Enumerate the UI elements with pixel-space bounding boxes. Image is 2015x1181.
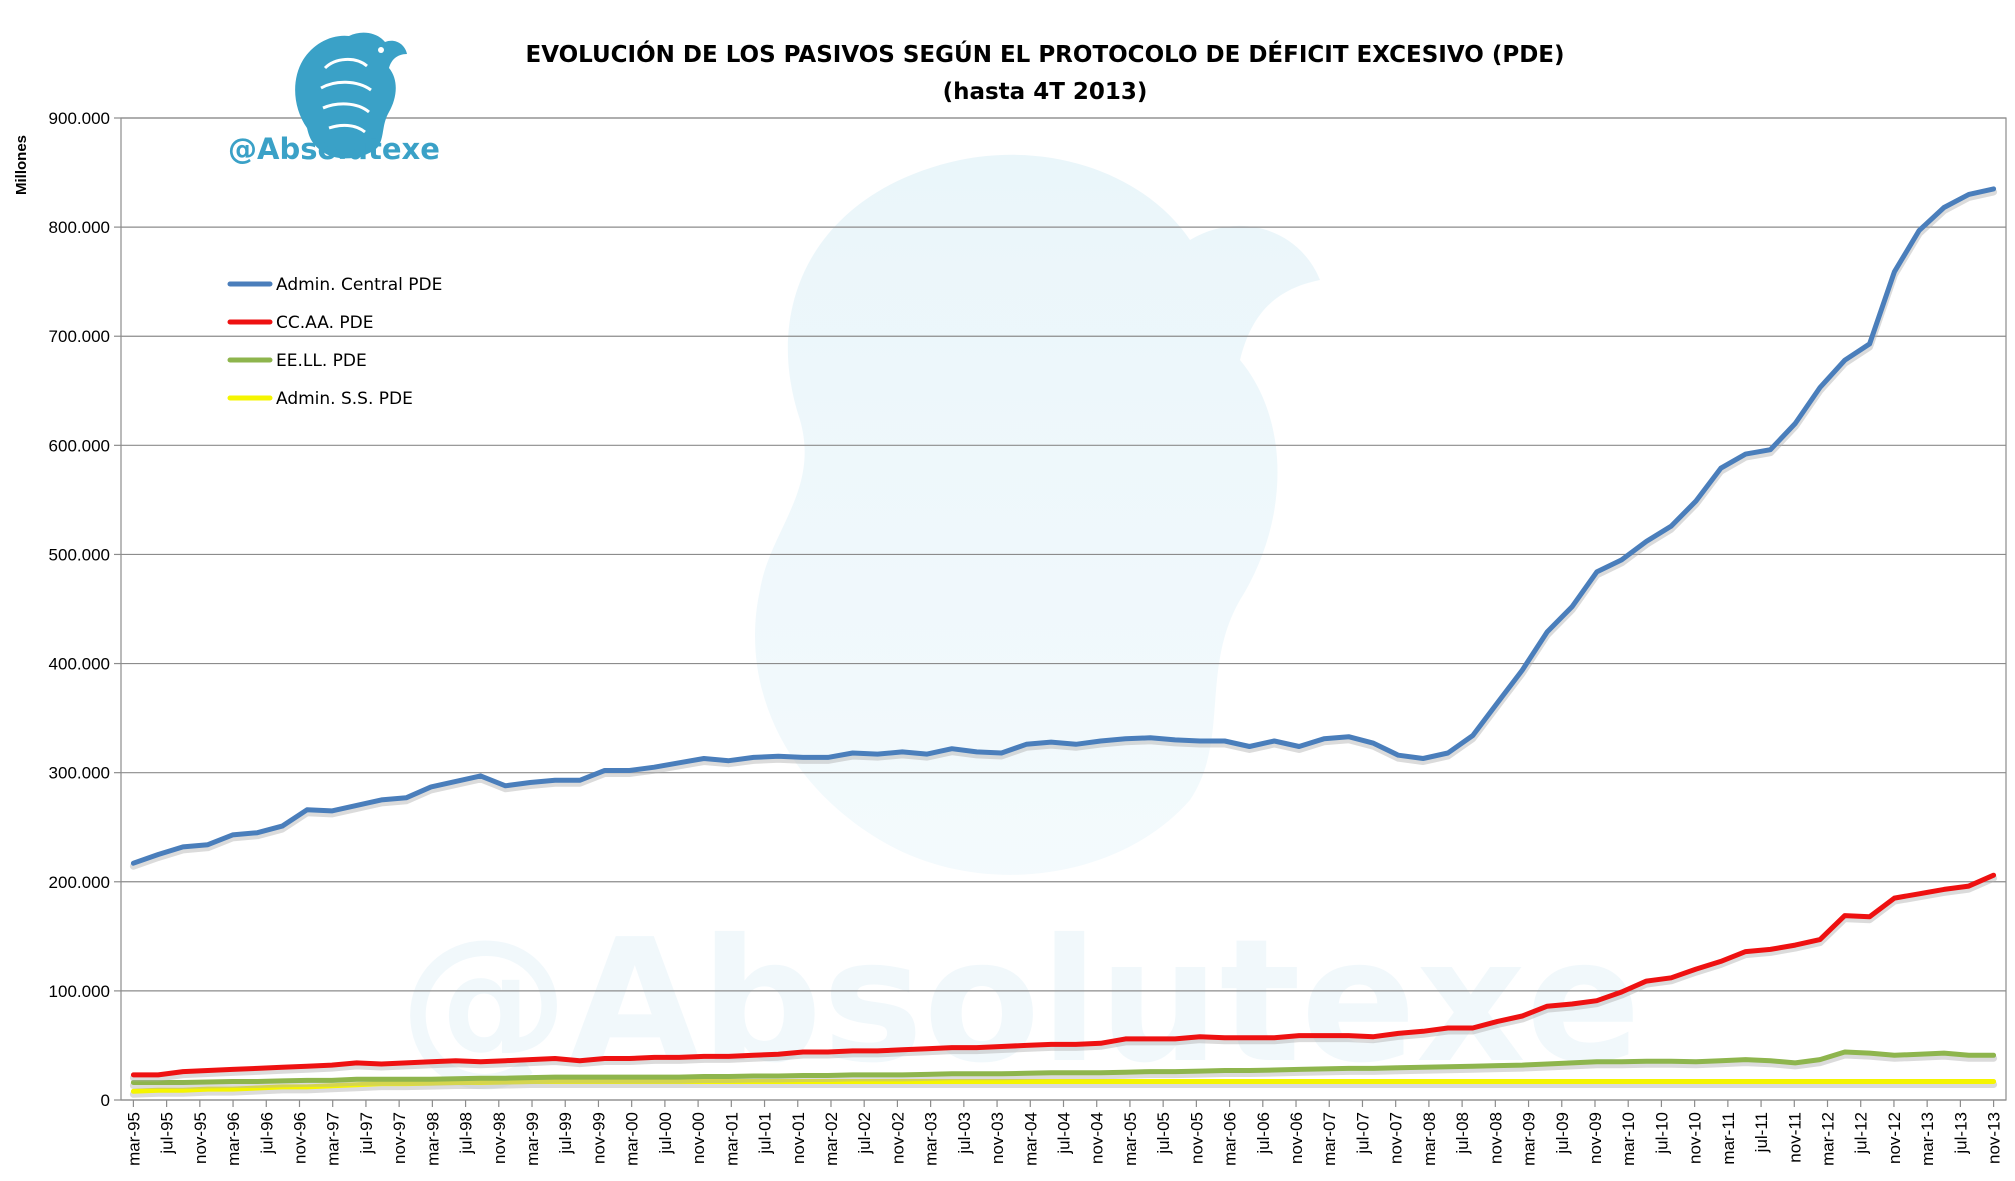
x-tick-label: nov-04 bbox=[1088, 1112, 1107, 1164]
series-line-0 bbox=[130, 186, 1997, 866]
x-tick-label: jul-04 bbox=[1055, 1112, 1074, 1155]
series-line-shadow bbox=[129, 1051, 1998, 1089]
x-tick-label: jul-95 bbox=[158, 1112, 177, 1155]
x-tick-label: nov-97 bbox=[390, 1112, 409, 1164]
watermark: @Absolutexe bbox=[399, 154, 1641, 1101]
x-tick-label: mar-09 bbox=[1520, 1112, 1539, 1166]
legend-label: Admin. Central PDE bbox=[276, 275, 442, 295]
x-tick-label: jul-01 bbox=[756, 1112, 775, 1155]
x-tick-label: nov-09 bbox=[1586, 1112, 1605, 1164]
x-tick-label: mar-97 bbox=[324, 1112, 343, 1166]
x-tick-label: jul-98 bbox=[457, 1112, 476, 1155]
x-tick-label: mar-10 bbox=[1619, 1112, 1638, 1166]
x-tick-label: mar-01 bbox=[722, 1112, 741, 1166]
y-tick-label: 500.000 bbox=[49, 545, 110, 564]
series-line-2 bbox=[130, 1049, 1997, 1085]
x-tick-label: nov-05 bbox=[1187, 1112, 1206, 1164]
x-tick-label: jul-96 bbox=[257, 1112, 276, 1155]
x-tick-label: jul-08 bbox=[1453, 1112, 1472, 1155]
x-tick-label: jul-06 bbox=[1254, 1112, 1273, 1155]
x-tick-label: mar-99 bbox=[523, 1112, 542, 1166]
x-tick-label: nov-06 bbox=[1287, 1112, 1306, 1164]
y-tick-label: 800.000 bbox=[49, 218, 110, 237]
series-line-shadow bbox=[129, 1081, 1998, 1098]
x-tick-label: jul-02 bbox=[855, 1112, 874, 1155]
series-line-1 bbox=[130, 872, 1997, 1078]
x-tick-label: jul-13 bbox=[1951, 1112, 1970, 1155]
x-tick-label: nov-01 bbox=[789, 1112, 808, 1164]
x-tick-label: jul-97 bbox=[357, 1112, 376, 1155]
x-tick-label: mar-00 bbox=[623, 1112, 642, 1166]
legend-label: EE.LL. PDE bbox=[276, 351, 367, 371]
x-tick-label: jul-05 bbox=[1154, 1112, 1173, 1155]
chart-subtitle: (hasta 4T 2013) bbox=[943, 79, 1148, 105]
y-tick-label: 300.000 bbox=[49, 764, 110, 783]
x-tick-label: mar-04 bbox=[1021, 1112, 1040, 1166]
x-tick-label: nov-96 bbox=[290, 1112, 309, 1164]
x-tick-label: nov-13 bbox=[1985, 1112, 2004, 1164]
x-tick-label: mar-11 bbox=[1719, 1112, 1738, 1165]
x-tick-label: nov-11 bbox=[1785, 1112, 1804, 1163]
x-tick-label: nov-12 bbox=[1885, 1112, 1904, 1164]
x-tick-label: jul-99 bbox=[556, 1112, 575, 1155]
y-tick-label: 100.000 bbox=[49, 982, 110, 1001]
chart-title: EVOLUCIÓN DE LOS PASIVOS SEGÚN EL PROTOC… bbox=[525, 40, 1564, 68]
x-tick-label: nov-98 bbox=[490, 1112, 509, 1164]
axes: 0 100.000 200.000 300.000 400.000 500.000 600.… bbox=[49, 109, 2007, 1166]
y-tick-label: 0 bbox=[101, 1091, 110, 1110]
x-tick-label: mar-96 bbox=[224, 1112, 243, 1166]
series-lines bbox=[129, 186, 1998, 1098]
x-tick-label: nov-99 bbox=[589, 1112, 608, 1164]
x-tick-label: nov-95 bbox=[191, 1112, 210, 1164]
x-tick-label: mar-06 bbox=[1221, 1112, 1240, 1166]
series-line-shadow bbox=[129, 874, 1998, 1082]
x-tick-label: mar-08 bbox=[1420, 1112, 1439, 1166]
x-tick-label: jul-12 bbox=[1852, 1112, 1871, 1155]
x-tick-label: mar-12 bbox=[1819, 1112, 1838, 1166]
x-tick-label: jul-00 bbox=[656, 1112, 675, 1155]
watermark-griffin-icon bbox=[755, 154, 1320, 875]
x-tick-label: mar-03 bbox=[922, 1112, 941, 1166]
x-tick-label: nov-10 bbox=[1686, 1112, 1705, 1164]
griffin-logo-icon bbox=[295, 32, 407, 159]
y-tick-label: 400.000 bbox=[49, 655, 110, 674]
brand-logo: @Absolutexe bbox=[228, 32, 440, 166]
y-axis-label: Millones bbox=[13, 135, 30, 195]
x-tick-label: jul-11 bbox=[1752, 1112, 1771, 1153]
x-tick-label: mar-07 bbox=[1320, 1112, 1339, 1166]
x-tick-label: mar-13 bbox=[1918, 1112, 1937, 1166]
x-tick-label: mar-95 bbox=[124, 1112, 143, 1166]
y-tick-label: 600.000 bbox=[49, 436, 110, 455]
y-tick-label: 700.000 bbox=[49, 327, 110, 346]
x-tick-label: nov-08 bbox=[1486, 1112, 1505, 1164]
legend: Admin. Central PDE CC.AA. PDE EE.LL. PDE Ad… bbox=[227, 275, 442, 409]
series-line-3 bbox=[130, 1079, 1997, 1094]
legend-label: CC.AA. PDE bbox=[276, 313, 373, 333]
x-tick-label: mar-98 bbox=[423, 1112, 442, 1166]
y-tick-label: 900.000 bbox=[49, 109, 110, 128]
x-tick-label: jul-09 bbox=[1553, 1112, 1572, 1155]
brand-handle: @Absolutexe bbox=[228, 132, 440, 166]
x-tick-label: mar-05 bbox=[1121, 1112, 1140, 1166]
x-tick-label: nov-00 bbox=[689, 1112, 708, 1164]
x-tick-label: nov-02 bbox=[888, 1112, 907, 1164]
x-tick-label: jul-07 bbox=[1353, 1112, 1372, 1155]
x-tick-label: mar-02 bbox=[822, 1112, 841, 1166]
legend-label: Admin. S.S. PDE bbox=[276, 389, 413, 409]
x-tick-label: nov-07 bbox=[1387, 1112, 1406, 1164]
y-tick-label: 200.000 bbox=[49, 873, 110, 892]
x-tick-label: nov-03 bbox=[988, 1112, 1007, 1164]
x-tick-label: jul-03 bbox=[955, 1112, 974, 1155]
x-tick-label: jul-10 bbox=[1652, 1112, 1671, 1155]
